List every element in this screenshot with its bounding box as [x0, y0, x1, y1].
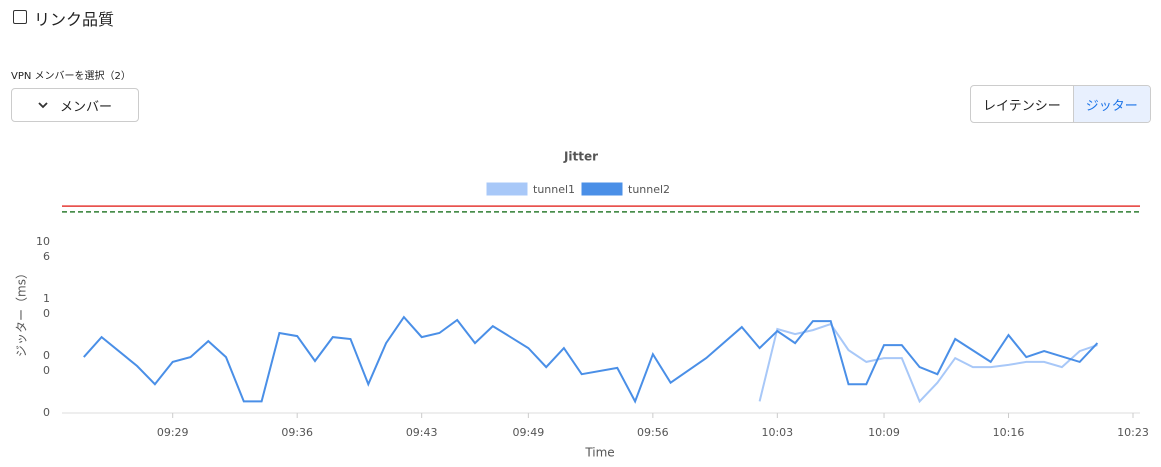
- tab[interactable]: レイテンシー: [983, 98, 1061, 114]
- page-title: リンク品質: [34, 10, 115, 29]
- x-tick-label: 09:29: [157, 426, 189, 439]
- chart-icon: [13, 10, 27, 24]
- legend-label: tunnel1: [533, 183, 575, 196]
- legend-swatch: [486, 182, 528, 196]
- chart-title: Jitter: [563, 150, 598, 164]
- x-tick-label: 10:09: [868, 426, 900, 439]
- legend-swatch: [581, 182, 623, 196]
- y-tick-label: 0: [43, 307, 50, 320]
- x-tick-label: 09:56: [637, 426, 669, 439]
- x-axis-label: Time: [584, 446, 614, 460]
- x-tick-label: 09:49: [513, 426, 545, 439]
- member-dropdown[interactable]: メンバー: [11, 88, 139, 122]
- x-tick-label: 09:43: [406, 426, 438, 439]
- y-tick-label: 0: [43, 349, 50, 362]
- y-tick-label: 10: [36, 235, 50, 248]
- y-tick-label: 1: [43, 292, 50, 305]
- x-tick-label: 09:36: [281, 426, 313, 439]
- dropdown-text: メンバー: [60, 99, 113, 115]
- x-tick-label: 10:16: [993, 426, 1025, 439]
- series-line: [758, 322, 1098, 404]
- y-tick-label: 0: [43, 406, 50, 419]
- tab-group: レイテンシー ジッター: [970, 85, 1151, 123]
- selector-label: VPN メンバーを選択（2）: [11, 71, 131, 82]
- tab[interactable]: ジッター: [1072, 86, 1150, 122]
- x-tick-label: 10:23: [1117, 426, 1149, 439]
- y-tick-label: 6: [43, 250, 50, 263]
- y-axis-label: ジッター（ms）: [15, 267, 29, 357]
- y-tick-label: 0: [43, 364, 50, 377]
- chevron: [38, 102, 48, 109]
- series-line: [83, 315, 1099, 404]
- legend-label: tunnel2: [628, 183, 670, 196]
- x-tick-label: 10:03: [761, 426, 793, 439]
